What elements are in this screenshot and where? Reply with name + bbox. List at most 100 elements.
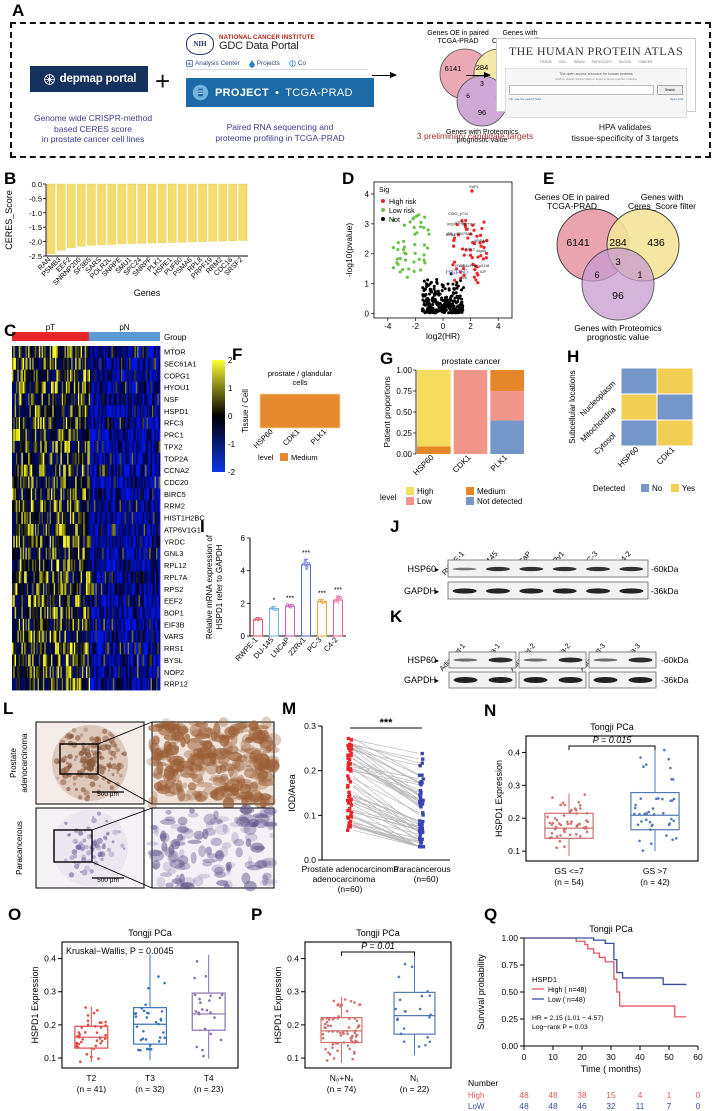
data-point: [94, 1044, 98, 1048]
data-point: [137, 1048, 140, 1052]
q-km-curve: [524, 937, 687, 1018]
q-risk-value: 48: [548, 1090, 558, 1100]
data-point: [342, 1041, 346, 1044]
data-point: [674, 837, 678, 840]
g-y-tick: 0.50: [396, 408, 412, 417]
bar: [188, 183, 197, 243]
venn-label-left: TCGA-PRAD: [547, 201, 597, 211]
panel-label-o: O: [8, 905, 22, 924]
p-title: Tongji PCa: [356, 928, 400, 938]
y-tick: 0.2: [44, 1020, 56, 1030]
q-risk-value: 7: [667, 1101, 672, 1111]
hpa-subtitle: The open access resource for human prote…: [559, 72, 633, 76]
data-point: [553, 817, 557, 820]
bar: [46, 183, 56, 254]
y-tick: 0.2: [287, 1020, 299, 1030]
f-legend-item: Medium: [291, 453, 318, 462]
data-point: [424, 1043, 427, 1047]
m-point-left: [347, 821, 352, 825]
q-y-label: Survival probability: [476, 954, 486, 1030]
data-point: [331, 1043, 335, 1046]
colorbar: [212, 360, 225, 472]
m-point-left: [348, 767, 353, 771]
m-point-left: [349, 797, 353, 802]
data-point: [193, 993, 197, 997]
panel-f: F prostate / glandular cells Tissue / Cell…: [228, 340, 348, 515]
panel-m: M 0.0 0.1 0.2 0.3 *** IOD/Area Prostate adenoc…: [280, 696, 480, 896]
panel-a-dashed-border: [10, 22, 711, 158]
y-tick: 0.3: [287, 987, 299, 997]
data-point: [93, 1024, 97, 1028]
data-point: [78, 1033, 82, 1036]
data-point: [95, 1031, 99, 1034]
data-point: [665, 834, 668, 837]
data-point: [420, 994, 424, 998]
data-point: [331, 1030, 334, 1033]
data-point: [92, 1011, 96, 1015]
l-row-label-1a: Prostate: [9, 748, 18, 778]
panel-m-chart: 0.0 0.1 0.2 0.3 *** IOD/Area Prostate adenocar…: [287, 717, 451, 894]
data-point: [397, 975, 401, 979]
annotation: KAP1: [469, 185, 478, 189]
tcga-icon: [192, 84, 209, 101]
data-point: [353, 1017, 357, 1020]
data-point: [633, 812, 636, 816]
bar: [77, 183, 86, 247]
gdc-nav-cohort[interactable]: Co: [297, 60, 307, 67]
data-point: [146, 1047, 150, 1051]
m-point-left: [346, 736, 351, 741]
q-risk-value: 46: [577, 1101, 587, 1111]
data-point: [648, 820, 652, 824]
data-point: [86, 1019, 90, 1023]
data-point: [139, 1048, 142, 1052]
hpa-link[interactable]: Tip: use the search field: [509, 97, 541, 101]
data-point: [99, 1026, 103, 1029]
data-point: [657, 797, 660, 800]
gdc-nav-projects[interactable]: Projects: [256, 60, 280, 67]
q-x-tick: 40: [635, 1052, 645, 1062]
data-point: [207, 999, 211, 1002]
q-x-tick: 50: [664, 1052, 674, 1062]
bar: [198, 183, 207, 242]
q-stat: Log−rank P = 0.03: [532, 1024, 588, 1031]
m-point-right: [418, 828, 422, 833]
data-point: [100, 1039, 104, 1043]
data-point: [336, 1049, 339, 1053]
k-size-label: -60kDa: [661, 655, 689, 665]
data-point: [202, 1054, 205, 1058]
heatmap-row-label: RFC3: [164, 419, 183, 428]
data-point: [158, 1036, 162, 1039]
m-point-left: [349, 753, 353, 758]
data-point: [104, 1024, 107, 1027]
group-bar-pt: [12, 332, 89, 341]
data-point: [554, 825, 558, 829]
hpa-right-link[interactable]: Open Full: [669, 97, 683, 101]
m-point-right: [419, 845, 423, 849]
m-point-right: [421, 777, 425, 781]
tcga-project-name: TCGA-PRAD: [285, 86, 353, 99]
l-row-label-2: Paracancerous: [15, 821, 24, 875]
bar: [208, 183, 217, 242]
venn-label-right: Genes with: [641, 192, 684, 202]
q-risk-value: 32: [606, 1101, 616, 1111]
m-point-right: [417, 773, 422, 777]
panel-l: L 500 µm 500 µm Prostate adenocarcinoma Para…: [0, 696, 282, 892]
data-point: [348, 1047, 351, 1051]
hpa-search-button[interactable]: Search: [657, 85, 683, 95]
gdc-nav-analysis[interactable]: Analysis Center: [195, 60, 240, 67]
data-point: [140, 1007, 144, 1010]
m-point-left: [347, 742, 352, 746]
hpa-subtitle2: Click to search cancer data or explore t…: [555, 77, 637, 81]
svg-text:▸: ▸: [435, 565, 439, 574]
data-point: [204, 974, 208, 978]
venn-label-right: Ceres_Score filter: [628, 201, 696, 211]
panel-e: E Genes OE in paired TCGA-PRAD Genes with C…: [510, 168, 715, 346]
data-point: [80, 1026, 84, 1029]
l-row-label-1b: adenocarcinoma: [20, 733, 29, 793]
data-point: [79, 1040, 83, 1044]
m-point-left: [347, 790, 351, 794]
m-point-right: [418, 797, 423, 801]
data-point: [353, 1001, 356, 1004]
